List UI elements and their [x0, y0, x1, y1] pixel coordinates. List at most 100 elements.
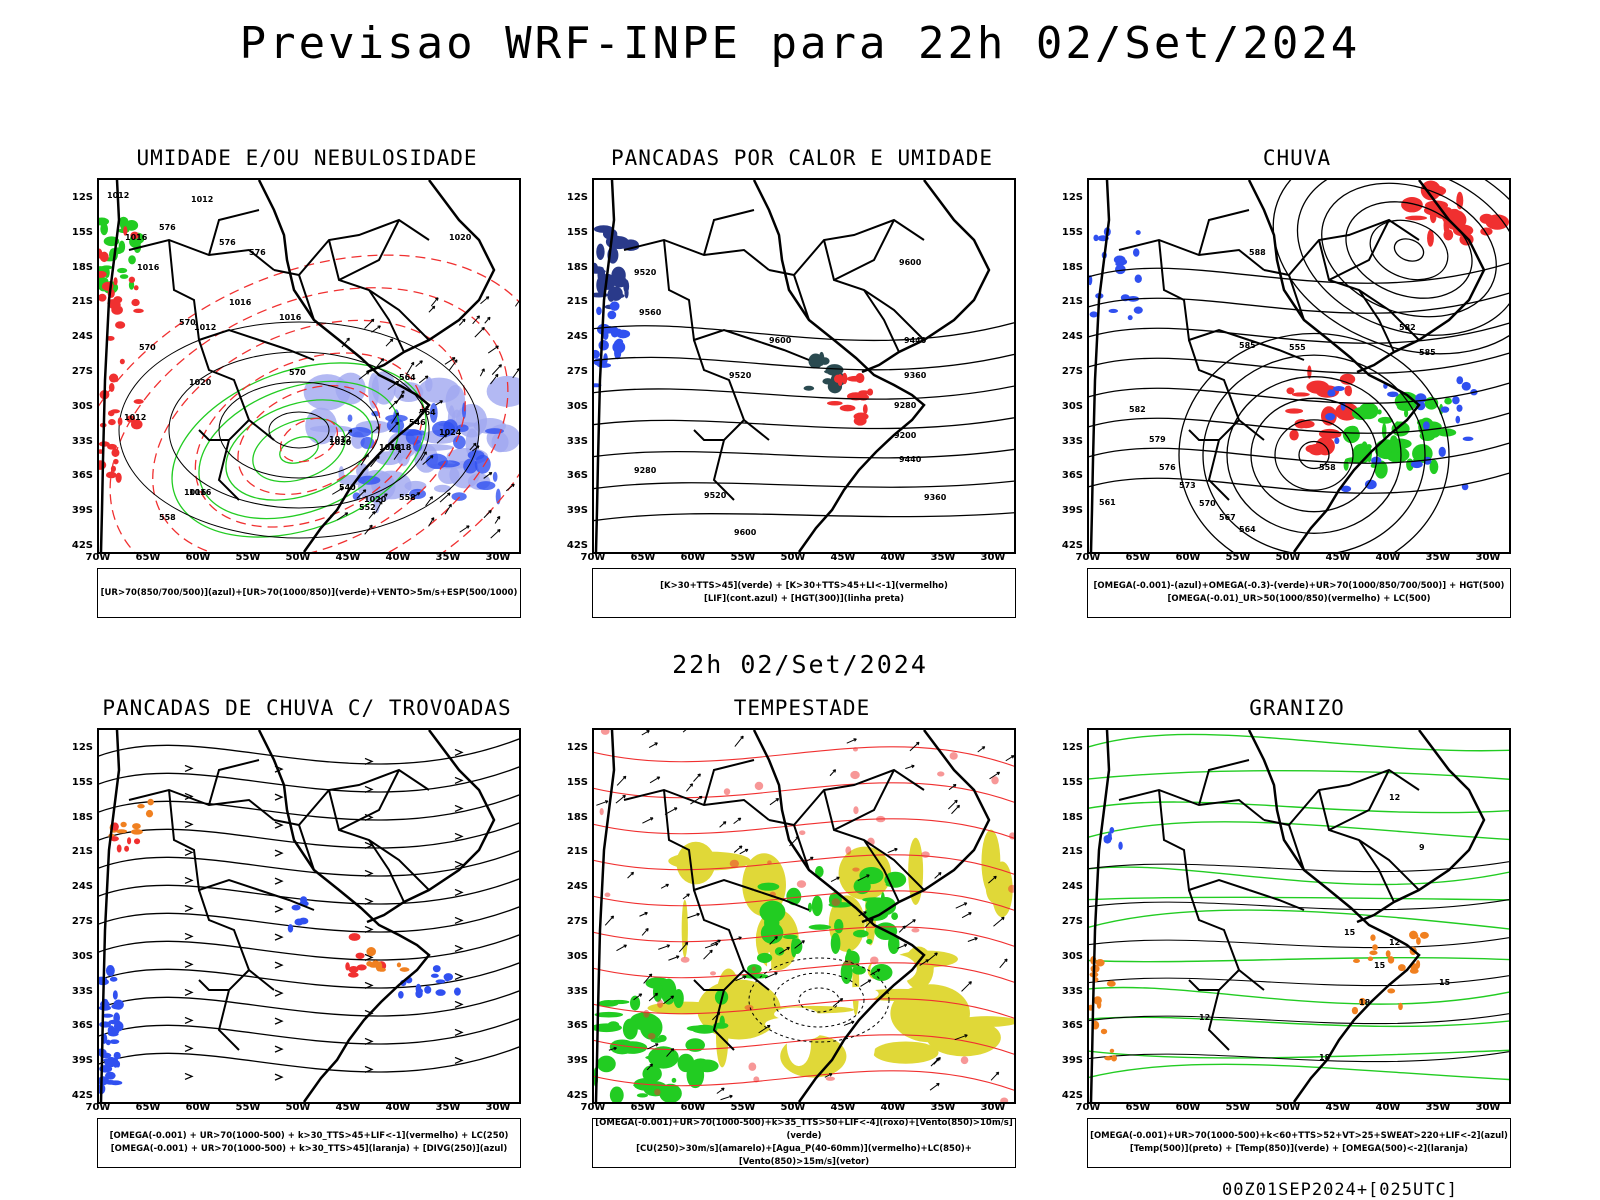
state-border: [258, 339, 315, 361]
field-area: [145, 809, 154, 818]
contour-label: 540: [339, 483, 356, 492]
contour-label: 579: [1149, 435, 1166, 444]
lon-tick-label: 70W: [580, 1102, 606, 1113]
wind-vector: [374, 500, 383, 514]
legend-line: [Temp(500)](preto) + [Temp(850)](verde) …: [1129, 1144, 1469, 1154]
field-area: [1347, 425, 1359, 434]
field-area: [875, 897, 897, 916]
wind-vector: [608, 1046, 617, 1051]
field-area: [360, 436, 375, 450]
streamline: [1089, 382, 1509, 404]
flow-arrow: [454, 1056, 464, 1065]
lat-tick-label: 12S: [71, 192, 93, 203]
wind-vector: [904, 919, 916, 928]
field-area: [1285, 408, 1304, 414]
panel-legend: [OMEGA(-0.001) + UR>70(1000-500) + k>30_…: [97, 1118, 521, 1168]
wind-vector: [668, 955, 680, 961]
state-border: [1318, 789, 1420, 891]
field-area: [113, 1051, 121, 1060]
lat-tick-label: 33S: [566, 435, 588, 447]
field-area: [108, 373, 119, 383]
wind-vector: [430, 297, 439, 307]
temp-850-contour: [1089, 866, 1509, 886]
contour-label: 1020: [364, 495, 387, 504]
lon-tick-label: 50W: [285, 552, 311, 563]
field-area: [615, 329, 631, 339]
field-area: [1416, 937, 1421, 945]
forecast-map: 1012 1012 1016 1016 1016 1016 1020 1020 1018 1016…: [97, 178, 521, 554]
field-area: [949, 752, 958, 760]
contour-line: [268, 411, 330, 449]
lat-tick-label: 42S: [566, 1090, 588, 1101]
lon-tick-label: 60W: [1175, 1102, 1201, 1113]
contour-label: 585: [1239, 341, 1256, 350]
field-area: [1351, 407, 1371, 420]
field-area: [756, 952, 773, 963]
state-border: [168, 239, 260, 342]
wind-vector: [733, 817, 742, 824]
wind-vector: [682, 893, 690, 900]
contour-label: 576: [159, 223, 176, 232]
contour-label: 1016: [125, 233, 148, 242]
field-area: [1104, 1055, 1113, 1061]
field-area: [1381, 423, 1387, 439]
lat-tick-label: 33S: [71, 435, 93, 447]
wind-vector: [690, 795, 703, 805]
legend-line: [UR>70(850/700/500)](azul)+[UR>70(1000/8…: [100, 587, 518, 598]
field-area: [1106, 980, 1116, 987]
lat-tick-label: 39S: [1061, 505, 1083, 517]
field-area: [99, 251, 109, 263]
lat-tick-label: 33S: [1061, 435, 1083, 447]
northeast-coastline: [861, 180, 991, 374]
field-area: [1008, 884, 1014, 893]
northeast-coastline: [366, 180, 496, 374]
main-title: Previsao WRF-INPE para 22h 02/Set/2024: [239, 18, 1361, 69]
lon-tick-label: 30W: [980, 1102, 1006, 1113]
flow-arrow: [364, 981, 374, 990]
contour-label: 576: [1159, 463, 1176, 472]
streamline: [99, 850, 519, 877]
state-border: [693, 889, 770, 991]
state-border: [198, 889, 275, 991]
flow-arrow: [184, 1016, 194, 1025]
field-area: [127, 837, 132, 845]
east-coastline: [1247, 180, 1421, 552]
flow-arrow: [184, 960, 194, 969]
lon-tick-label: 70W: [1075, 552, 1101, 563]
contour-label: 12: [1389, 938, 1400, 947]
state-border: [198, 979, 229, 991]
field-area: [1422, 421, 1430, 431]
legend-line: [OMEGA(-0.001) + UR>70(1000-500) + k>30_…: [109, 1131, 509, 1141]
lat-tick-label: 27S: [1061, 916, 1083, 927]
forecast-map: 588 585 582 579 576 573 570 567 564 561 558 555 582 5…: [1087, 178, 1511, 554]
height-contour: [594, 385, 1014, 400]
temp-850-contour: [1089, 733, 1509, 752]
field-area: [1118, 258, 1128, 265]
date-subtitle: 22h 02/Set/2024: [672, 650, 928, 679]
field-area: [287, 924, 294, 933]
flow-arrow: [184, 904, 194, 913]
temp-500-contour: [1089, 899, 1509, 911]
flow-arrow: [364, 869, 374, 878]
west-coastline: [99, 180, 121, 552]
field-area: [100, 222, 109, 236]
flow-arrow: [274, 821, 284, 829]
lon-tick-label: 50W: [1275, 1102, 1301, 1113]
lon-tick-label: 35W: [1425, 1102, 1451, 1113]
field-area: [1334, 437, 1340, 445]
field-area: [1376, 447, 1392, 458]
wind-vector: [616, 775, 627, 786]
field-area: [1397, 964, 1406, 972]
field-area: [820, 357, 830, 365]
field-area: [109, 1039, 120, 1044]
lat-tick-label: 27S: [71, 366, 93, 377]
lat-tick-label: 21S: [1061, 296, 1083, 308]
field-area: [112, 990, 118, 1000]
field-area: [115, 829, 128, 834]
field-area: [396, 962, 402, 968]
contour-label: 576: [249, 248, 266, 257]
contour-label: 12: [1199, 1013, 1210, 1022]
state-border: [1118, 788, 1265, 821]
lon-tick-label: 40W: [1375, 552, 1401, 563]
map-canvas: 9600 9520 9560 9600 9520 9440 9360 9280 9200 9440…: [594, 180, 1014, 552]
